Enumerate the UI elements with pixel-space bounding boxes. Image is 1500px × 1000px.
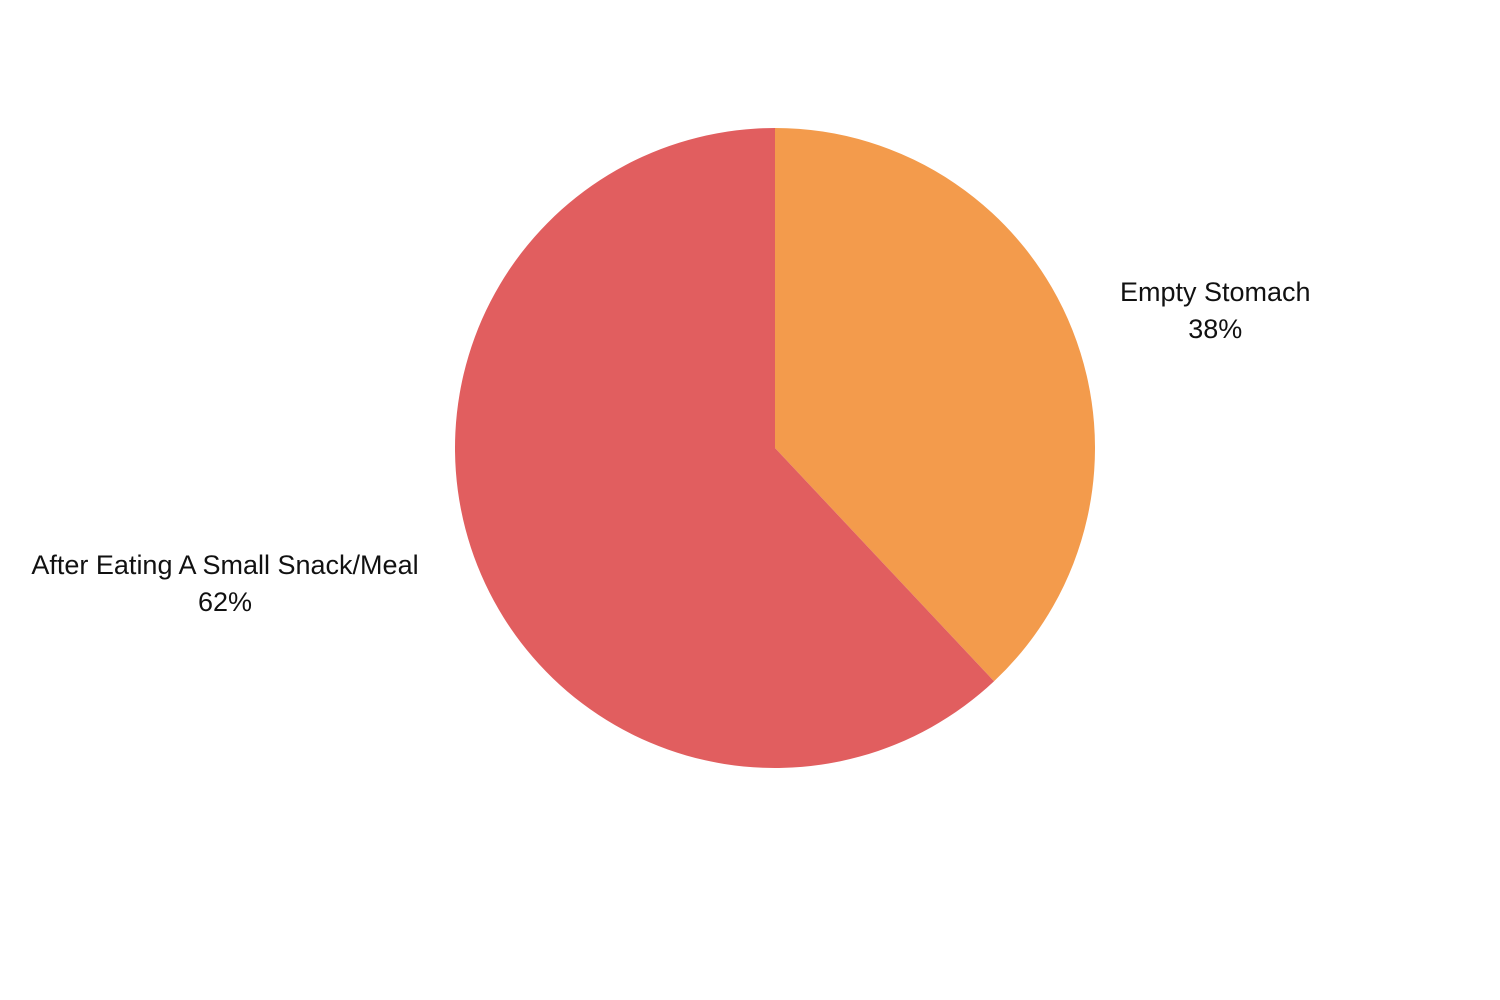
slice-label-title: After Eating A Small Snack/Meal bbox=[20, 548, 430, 583]
slice-label-percent: 62% bbox=[20, 587, 430, 618]
slice-label-percent: 38% bbox=[1120, 314, 1311, 345]
slice-label-empty-stomach: Empty Stomach 38% bbox=[1120, 275, 1311, 345]
slice-label-title: Empty Stomach bbox=[1120, 275, 1311, 310]
pie-chart-container: Empty Stomach 38% After Eating A Small S… bbox=[0, 0, 1500, 1000]
slice-label-after-eating: After Eating A Small Snack/Meal 62% bbox=[20, 548, 430, 618]
pie-chart bbox=[455, 128, 1095, 768]
pie-svg bbox=[455, 128, 1095, 768]
